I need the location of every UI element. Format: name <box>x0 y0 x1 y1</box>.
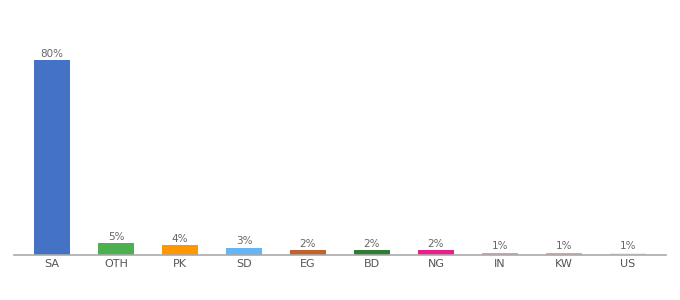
Text: 80%: 80% <box>41 49 63 59</box>
Text: 1%: 1% <box>556 241 573 251</box>
Text: 1%: 1% <box>619 241 636 251</box>
Text: 2%: 2% <box>428 239 444 249</box>
Bar <box>35 60 69 255</box>
Text: 2%: 2% <box>364 239 380 249</box>
Text: 2%: 2% <box>300 239 316 249</box>
Bar <box>163 245 198 255</box>
Text: 4%: 4% <box>172 234 188 244</box>
Bar <box>226 248 262 255</box>
Bar <box>611 253 645 255</box>
Bar <box>354 250 390 255</box>
Bar <box>418 250 454 255</box>
Text: 5%: 5% <box>107 232 124 242</box>
Bar <box>99 243 133 255</box>
Bar <box>547 253 581 255</box>
Bar <box>482 253 517 255</box>
Text: 1%: 1% <box>492 241 508 251</box>
Bar <box>290 250 326 255</box>
Text: 3%: 3% <box>236 236 252 247</box>
